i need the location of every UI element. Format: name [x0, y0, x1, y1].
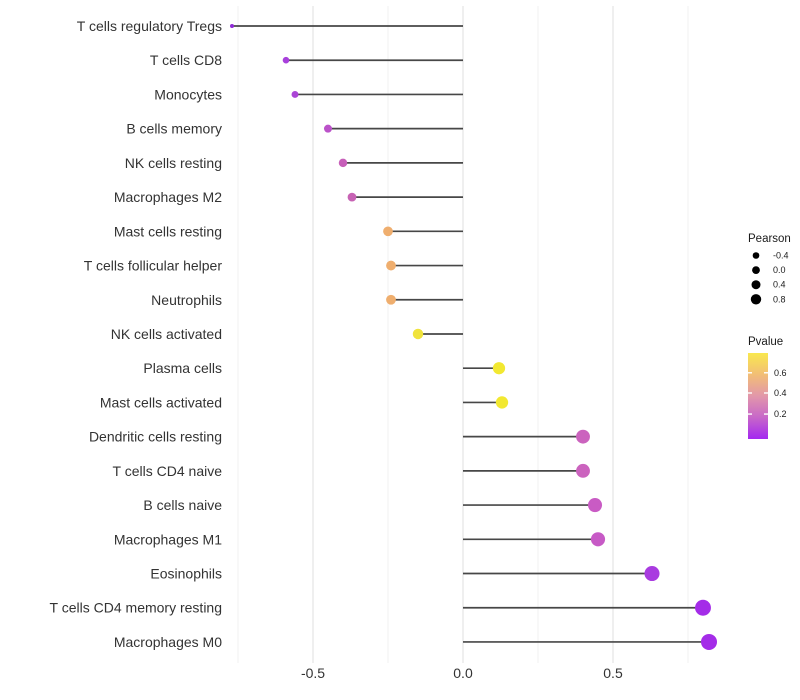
x-axis-tick-label: 0.5: [603, 665, 623, 681]
legend-title-pearson: Pearson: [748, 233, 791, 245]
y-axis-label: Monocytes: [154, 86, 222, 102]
legend-size-label: -0.4: [773, 251, 789, 261]
lollipop-point: [587, 498, 603, 513]
lollipop-point: [323, 124, 333, 133]
lollipop-point: [576, 429, 590, 444]
legend-size-label: 0.8: [773, 294, 786, 304]
lollipop-point: [590, 532, 606, 547]
legend-size-label: 0.4: [773, 280, 786, 290]
legend-size-dot: [752, 252, 760, 259]
lollipop-point: [412, 328, 424, 340]
y-axis-label: T cells CD4 naive: [113, 463, 223, 479]
lollipop-point: [291, 90, 299, 98]
y-axis-label: B cells memory: [126, 121, 222, 137]
lollipop-point: [386, 294, 396, 305]
lollipop-point: [347, 192, 357, 202]
y-axis-label: B cells naive: [143, 497, 222, 513]
y-axis-label: Macrophages M0: [114, 634, 222, 650]
y-axis-label: Macrophages M2: [114, 189, 222, 205]
lollipop-point: [383, 226, 393, 237]
y-axis-label: Plasma cells: [143, 360, 222, 376]
legend-size-dot: [750, 294, 762, 305]
y-axis-label: Mast cells activated: [100, 394, 222, 410]
legend-color-label: 0.4: [774, 388, 787, 398]
lollipop-point: [695, 599, 711, 616]
y-axis-label: NK cells resting: [125, 155, 222, 171]
legend-size-dot: [751, 280, 761, 290]
lollipop-point: [282, 56, 290, 64]
y-axis-label: Neutrophils: [151, 292, 222, 308]
legend-color-label: 0.2: [774, 409, 787, 419]
legend-size-dot: [752, 266, 760, 274]
y-axis-label: T cells regulatory Tregs: [77, 18, 222, 34]
x-axis-tick-label: -0.5: [301, 665, 325, 681]
lollipop-point: [495, 396, 509, 409]
y-axis-label: T cells follicular helper: [84, 258, 223, 274]
lollipop-point: [338, 158, 348, 168]
legend-color-label: 0.6: [774, 368, 787, 378]
legend-colorbar: [748, 353, 768, 439]
lollipop-point: [576, 463, 590, 478]
legend-size-label: 0.0: [773, 265, 786, 275]
y-axis-label: Eosinophils: [150, 566, 222, 582]
x-axis-tick-label: 0.0: [453, 665, 473, 681]
y-axis-label: T cells CD8: [150, 52, 222, 68]
lollipop-point: [492, 362, 506, 375]
lollipop-point: [644, 565, 660, 582]
y-axis-label: T cells CD4 memory resting: [50, 600, 222, 616]
lollipop-point: [230, 24, 234, 28]
lollipop-point: [701, 633, 717, 650]
lollipop-point: [386, 260, 396, 271]
y-axis-label: Macrophages M1: [114, 531, 222, 547]
y-axis-label: Dendritic cells resting: [89, 429, 222, 445]
y-axis-label: NK cells activated: [111, 326, 222, 342]
y-axis-label: Mast cells resting: [114, 223, 222, 239]
legend-title-pvalue: Pvalue: [748, 336, 783, 348]
